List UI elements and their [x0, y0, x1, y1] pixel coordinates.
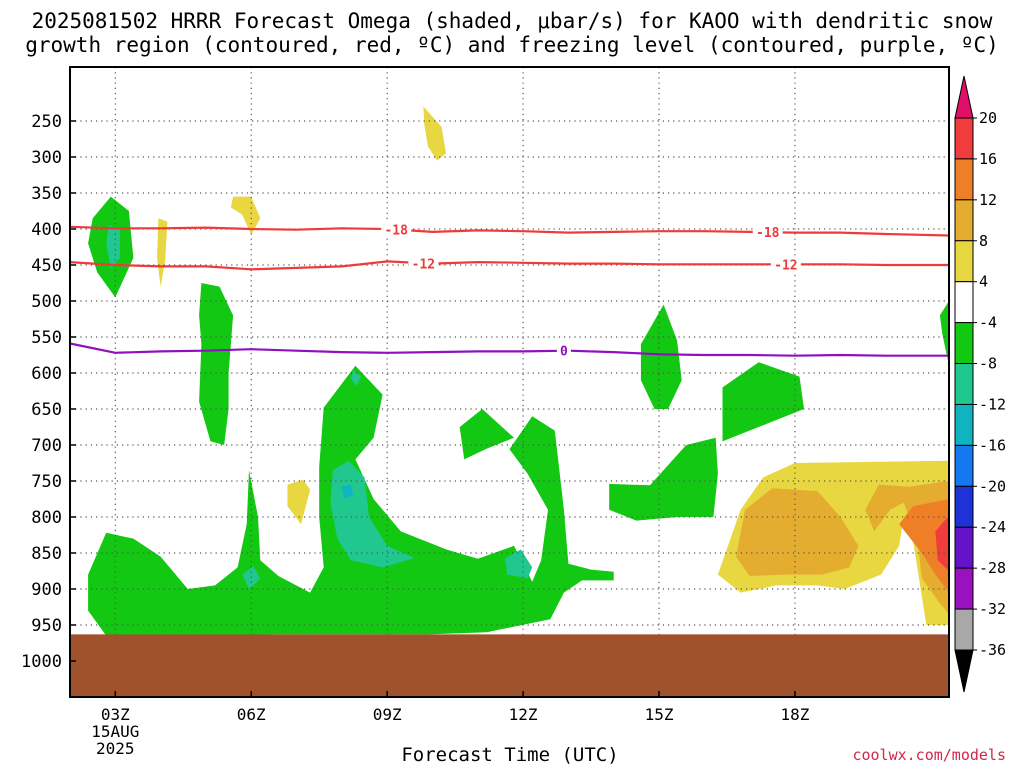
- omega-region-22: [935, 515, 949, 571]
- x-tick-label: 06Z: [237, 705, 266, 724]
- contour-label: -12: [774, 258, 797, 273]
- omega-region-1: [106, 225, 120, 269]
- colorbar-bin: [954, 403, 974, 446]
- colorbar-label: -4: [979, 314, 997, 332]
- y-tick-label: 950: [31, 616, 62, 636]
- contour--18: [69, 225, 950, 237]
- y-tick-label: 650: [31, 400, 62, 420]
- colorbar-label: -32: [979, 600, 1006, 618]
- y-tick-label: 300: [31, 148, 62, 168]
- y-tick-label: 550: [31, 328, 62, 348]
- y-tick-label: 250: [31, 112, 62, 132]
- y-tick-label: 750: [31, 472, 62, 492]
- y-tick-label: 900: [31, 580, 62, 600]
- colorbar-top-arrow: [954, 75, 974, 119]
- site-credit: coolwx.com/models: [852, 746, 1006, 764]
- colorbar-label: -24: [979, 518, 1006, 536]
- colorbar-bin: [954, 444, 974, 487]
- colorbar-label: -20: [979, 477, 1006, 495]
- colorbar-label: 16: [979, 150, 997, 168]
- chart-title-line-2: growth region (contoured, red, ºC) and f…: [25, 33, 999, 57]
- colorbar-bin: [954, 567, 974, 610]
- omega-shaded-regions: [88, 106, 949, 636]
- colorbar-bin: [954, 199, 974, 242]
- contour-label-bg: [770, 256, 801, 273]
- contour-0: [69, 342, 949, 357]
- x-tick-label: 12Z: [509, 705, 538, 724]
- colorbar-bin: [954, 240, 974, 283]
- contour-label: -18: [756, 226, 780, 241]
- contour-label: -18: [384, 224, 408, 239]
- colorbar-label: -12: [979, 395, 1006, 413]
- x-tick-label: 03Z: [101, 705, 130, 724]
- y-tick-label: 600: [31, 364, 62, 384]
- omega-region-15: [640, 304, 682, 409]
- chart-title-line-1: 2025081502 HRRR Forecast Omega (shaded, …: [31, 9, 993, 33]
- omega-region-19: [736, 488, 859, 576]
- omega-region-3: [230, 196, 261, 235]
- y-tick-label: 450: [31, 256, 62, 276]
- contour--12: [69, 260, 949, 271]
- x-date-label: 15AUG: [91, 722, 139, 741]
- colorbar-label: -36: [979, 641, 1006, 659]
- omega-region-10: [505, 549, 533, 579]
- omega-region-6: [287, 479, 311, 525]
- omega-region-17: [939, 301, 949, 366]
- omega-region-2: [157, 218, 168, 287]
- contour-label: 0: [560, 345, 568, 360]
- omega-region-4: [423, 106, 447, 161]
- colorbar-label: -16: [979, 436, 1006, 454]
- colorbar-bottom-arrow: [954, 649, 974, 693]
- omega-region-21: [899, 499, 949, 593]
- colorbar-label: 8: [979, 232, 988, 250]
- colorbar-label: 12: [979, 191, 997, 209]
- x-tick-label: 18Z: [780, 705, 809, 724]
- omega-region-14: [609, 437, 718, 521]
- x-axis-title: Forecast Time (UTC): [401, 744, 619, 766]
- y-axis: 250 300 350 400 450 500 550 600 650 700 750 800 850 9…: [21, 112, 76, 672]
- x-year-label: 2025: [96, 739, 135, 758]
- ground-fill: [70, 634, 949, 697]
- contour-label-bg: [752, 223, 783, 240]
- colorbar-bin: [954, 363, 974, 405]
- colorbar-bin: [954, 281, 974, 324]
- x-tick-label: 09Z: [373, 705, 402, 724]
- x-tick-label: 15Z: [645, 705, 674, 724]
- omega-region-5: [199, 283, 234, 445]
- colorbar-label: -8: [979, 355, 997, 373]
- y-tick-label: 700: [31, 436, 62, 456]
- y-tick-label: 850: [31, 544, 62, 564]
- colorbar-bin: [954, 526, 974, 569]
- y-tick-label: 400: [31, 220, 62, 240]
- omega-region-13: [459, 409, 514, 460]
- temperature-contours: -18 -18 -12 -12 0: [69, 221, 950, 360]
- y-tick-label: 350: [31, 184, 62, 204]
- contour-label-bg: [408, 255, 439, 272]
- omega-region-12: [341, 484, 354, 499]
- omega-region-11: [350, 369, 361, 386]
- y-tick-label: 1000: [21, 652, 62, 672]
- colorbar-label: 20: [979, 109, 997, 127]
- y-tick-label: 800: [31, 508, 62, 528]
- colorbar: 20 16 12 8 4 -4 -8 -12 -16 -20 -24 -28 -32 -36: [954, 75, 1006, 693]
- y-tick-label: 500: [31, 292, 62, 312]
- colorbar-bin: [954, 608, 974, 651]
- contour-label-bg: [556, 342, 571, 359]
- colorbar-label: -28: [979, 559, 1006, 577]
- colorbar-label: 4: [979, 273, 988, 291]
- colorbar-bin: [954, 117, 974, 160]
- colorbar-bin: [954, 485, 974, 528]
- contour-label: -12: [412, 258, 435, 273]
- colorbar-bin: [954, 322, 974, 365]
- omega-region-16: [722, 362, 804, 442]
- contour-label-bg: [381, 221, 412, 238]
- plot-frame: [69, 66, 950, 698]
- ground-layer: [70, 634, 949, 697]
- colorbar-bin: [954, 158, 974, 201]
